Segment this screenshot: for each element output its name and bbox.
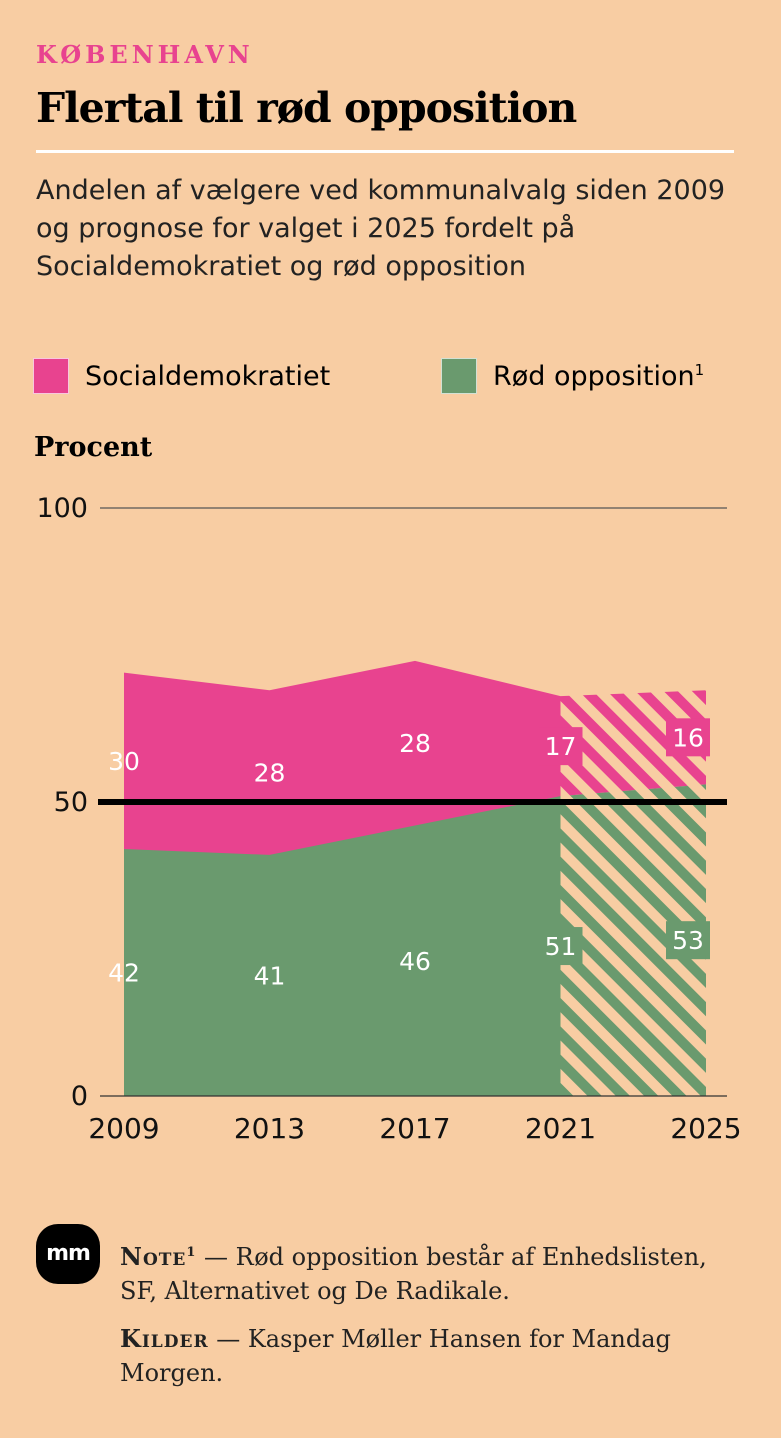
x-tick-label-2009: 2009: [88, 1112, 159, 1145]
data-label-bg-rod-opposition-2025: [666, 921, 710, 960]
legend-label-socialdemokratiet: Socialdemokratiet: [85, 360, 331, 392]
data-label-bg-socialdemokratiet-2025: [666, 718, 710, 757]
note-label: Note1: [120, 1242, 196, 1271]
data-label-socialdemokratiet-2009: 30: [108, 747, 140, 776]
note-label-text: Note: [120, 1242, 187, 1271]
legend-label-rod-opposition: Rød opposition1: [493, 361, 704, 392]
area-chart: 0 50 100 2009 2013 2017 2021 2025 42 41 46 51 53 30 28…: [36, 493, 741, 1145]
y-tick-label-0: 0: [71, 1081, 88, 1112]
data-label-rod-opposition-2009: 42: [108, 959, 140, 988]
note-paragraph: Note1 — Rød opposition består af Enhedsl…: [120, 1242, 707, 1305]
legend: Socialdemokratiet Rød opposition1: [0, 358, 781, 398]
area-rod-opposition-prognose: [560, 784, 706, 1096]
data-label-rod-opposition-2017: 46: [399, 947, 431, 976]
title-divider: [36, 150, 734, 153]
legend-item-rod-opposition: Rød opposition1: [441, 358, 704, 394]
data-label-socialdemokratiet-2013: 28: [254, 759, 286, 788]
sources-paragraph: Kilder — Kasper Møller Hansen for Mandag…: [120, 1324, 671, 1387]
legend-item-socialdemokratiet: Socialdemokratiet: [33, 358, 330, 394]
sources-label: Kilder: [120, 1324, 209, 1353]
legend-swatch-rod-opposition: [441, 358, 477, 394]
x-tick-label-2025: 2025: [670, 1112, 741, 1145]
data-label-socialdemokratiet-2025: 16: [672, 723, 704, 752]
chart-subtitle: Andelen af vælgere ved kommunalvalg side…: [36, 175, 726, 282]
footnotes: Note1 — Rød opposition består af Enhedsl…: [120, 1236, 746, 1404]
mm-logo: mm: [36, 1224, 100, 1284]
area-rod-opposition: [124, 796, 561, 1096]
sources-text: Kasper Møller Hansen for Mandag Morgen.: [120, 1325, 671, 1387]
x-tick-label-2013: 2013: [234, 1112, 305, 1145]
chart-title: Flertal til rød opposition: [36, 84, 577, 132]
data-label-socialdemokratiet-2017: 28: [399, 729, 431, 758]
legend-swatch-socialdemokratiet: [33, 358, 69, 394]
data-label-socialdemokratiet-2021: 17: [545, 732, 577, 761]
data-label-bg-socialdemokratiet-2021: [538, 727, 583, 766]
y-tick-label-50: 50: [54, 787, 88, 818]
kicker: KØBENHAVN: [36, 40, 254, 69]
area-socialdemokratiet-prognose: [560, 690, 706, 797]
x-tick-label-2021: 2021: [525, 1112, 596, 1145]
legend-footnote-marker: 1: [694, 360, 705, 379]
data-label-rod-opposition-2021: 51: [545, 932, 577, 961]
x-tick-label-2017: 2017: [379, 1112, 450, 1145]
y-axis-title: Procent: [34, 432, 153, 463]
data-label-rod-opposition-2025: 53: [672, 926, 704, 955]
data-label-rod-opposition-2013: 41: [254, 961, 286, 990]
note-footnote-marker: 1: [186, 1245, 197, 1260]
y-tick-label-100: 100: [36, 493, 88, 524]
data-label-bg-rod-opposition-2021: [538, 927, 583, 966]
note-text: Rød opposition består af Enhedslisten, S…: [120, 1243, 707, 1305]
legend-label-rod-opposition-text: Rød opposition: [493, 360, 695, 392]
